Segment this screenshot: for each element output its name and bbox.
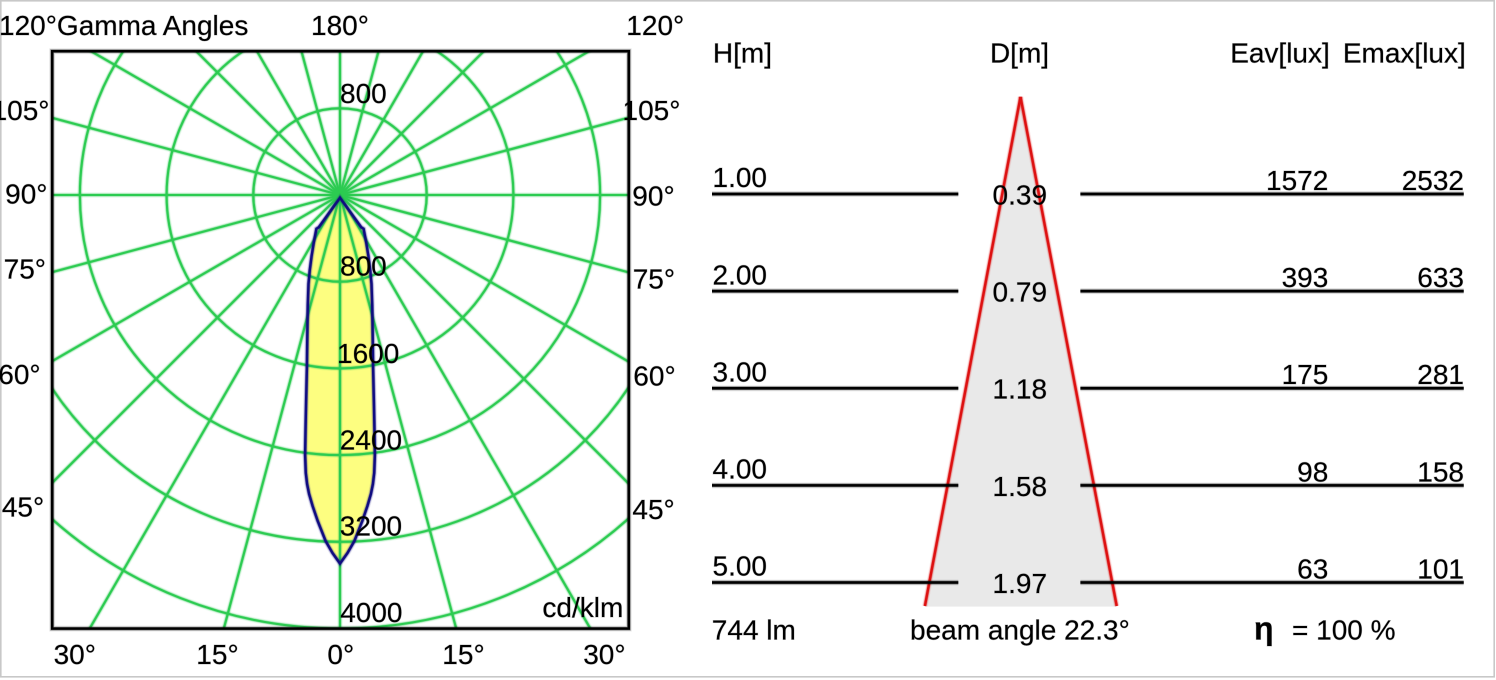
svg-text:1572: 1572 <box>1266 165 1328 196</box>
svg-text:90°: 90° <box>632 181 674 212</box>
svg-text:5.00: 5.00 <box>713 551 768 582</box>
svg-text:D[m]: D[m] <box>990 37 1049 68</box>
svg-text:63: 63 <box>1297 553 1328 584</box>
svg-text:15°: 15° <box>442 639 484 670</box>
svg-text:45°: 45° <box>2 492 44 523</box>
svg-text:cd/klm: cd/klm <box>542 592 623 623</box>
svg-text:800: 800 <box>340 251 387 282</box>
svg-text:1.18: 1.18 <box>993 374 1048 405</box>
svg-text:60°: 60° <box>0 359 41 390</box>
svg-text:175: 175 <box>1282 359 1329 390</box>
svg-text:393: 393 <box>1282 262 1329 293</box>
svg-text:= 100 %: = 100 % <box>1292 614 1396 645</box>
svg-text:60°: 60° <box>633 361 675 392</box>
svg-text:281: 281 <box>1417 359 1464 390</box>
svg-text:3200: 3200 <box>340 510 402 541</box>
svg-text:30°: 30° <box>583 639 625 670</box>
svg-text:beam angle 22.3°: beam angle 22.3° <box>910 615 1130 646</box>
svg-text:180°: 180° <box>311 10 369 41</box>
svg-text:633: 633 <box>1417 262 1464 293</box>
svg-text:15°: 15° <box>196 639 238 670</box>
svg-text:1.00: 1.00 <box>713 162 768 193</box>
svg-text:105°: 105° <box>0 95 50 126</box>
svg-text:120°Gamma Angles: 120°Gamma Angles <box>0 10 248 41</box>
svg-text:120°: 120° <box>626 10 684 41</box>
svg-text:2532: 2532 <box>1402 165 1464 196</box>
svg-text:Eav[lux]: Eav[lux] <box>1230 37 1330 68</box>
svg-text:30°: 30° <box>54 639 96 670</box>
svg-text:744 lm: 744 lm <box>712 615 796 646</box>
svg-text:4000: 4000 <box>340 597 402 628</box>
svg-text:2400: 2400 <box>340 424 402 455</box>
svg-text:0.79: 0.79 <box>993 277 1048 308</box>
svg-text:105°: 105° <box>623 95 681 126</box>
svg-text:η: η <box>1254 610 1274 646</box>
svg-text:4.00: 4.00 <box>713 454 768 485</box>
svg-text:2.00: 2.00 <box>713 259 768 290</box>
svg-text:800: 800 <box>340 78 387 109</box>
svg-text:75°: 75° <box>633 264 675 295</box>
svg-text:0.39: 0.39 <box>993 179 1048 210</box>
svg-text:1600: 1600 <box>337 338 399 369</box>
svg-text:0°: 0° <box>327 639 354 670</box>
svg-text:45°: 45° <box>632 494 674 525</box>
svg-text:H[m]: H[m] <box>713 37 772 68</box>
svg-text:1.97: 1.97 <box>993 568 1048 599</box>
svg-text:101: 101 <box>1417 553 1464 584</box>
svg-text:98: 98 <box>1297 456 1328 487</box>
svg-text:158: 158 <box>1417 456 1464 487</box>
svg-text:75°: 75° <box>4 254 46 285</box>
svg-text:90°: 90° <box>5 179 47 210</box>
svg-text:Emax[lux]: Emax[lux] <box>1343 37 1466 68</box>
svg-text:1.58: 1.58 <box>993 471 1048 502</box>
svg-text:3.00: 3.00 <box>713 357 768 388</box>
